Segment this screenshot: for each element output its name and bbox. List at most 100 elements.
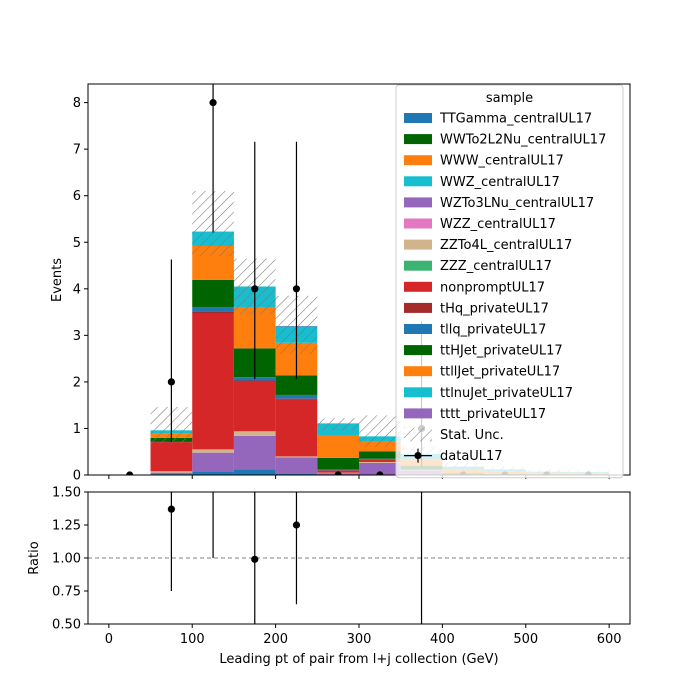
legend-swatch (404, 302, 432, 313)
legend-swatch (404, 324, 432, 334)
stack-bar (359, 458, 401, 460)
legend-entry-label: ttlnuJet_privateUL17 (440, 386, 573, 401)
legend-swatch (404, 387, 432, 398)
ratio-point (251, 555, 259, 563)
legend-swatch (404, 197, 432, 208)
legend-swatch (404, 260, 432, 271)
stack-bar (317, 457, 359, 470)
top-y-ticks: 0 1 2 3 4 5 6 7 8 (73, 96, 88, 484)
y-tick-label: 6 (73, 189, 81, 204)
y-tick-label: 0.50 (52, 618, 81, 633)
stack-bar (275, 457, 318, 474)
ratio-points (167, 492, 423, 624)
y-tick-label: 0 (73, 469, 81, 484)
bottom-x-ticks: 0 100 200 300 400 500 600 (105, 624, 622, 647)
legend-marker (414, 452, 422, 460)
y-tick-label: 4 (73, 282, 81, 297)
stat-unc-box (359, 415, 401, 448)
legend: sample TTGamma_centralUL17 WWTo2L2Nu_centr… (395, 84, 624, 479)
stack-bar (150, 442, 193, 472)
data-point (126, 471, 134, 475)
legend-entry-label: nonpromptUL17 (440, 280, 545, 295)
legend-swatch (404, 113, 432, 123)
stat-unc-box (317, 418, 359, 431)
data-point (251, 285, 259, 293)
legend-swatch (404, 345, 432, 356)
legend-entry-label: WWZ_centralUL17 (440, 175, 560, 190)
stack-bar (359, 459, 401, 462)
data-point (167, 378, 175, 386)
x-tick-label: 200 (263, 632, 288, 647)
legend-swatch (404, 281, 432, 292)
y-tick-label: 1.50 (52, 486, 81, 501)
legend-entry-label: WZTo3LNu_centralUL17 (440, 196, 594, 211)
legend-swatch-hatch (404, 427, 432, 442)
legend-entry-label: tttt_privateUL17 (440, 407, 546, 422)
stack-bar (233, 435, 276, 470)
y-tick-label: 3 (73, 329, 81, 344)
legend-entry-label: tllq_privateUL17 (440, 323, 546, 338)
legend-entry-label: ZZTo4L_centralUL17 (440, 238, 572, 253)
stack-bar (275, 473, 318, 475)
stack-bar (192, 279, 234, 307)
legend-entry-label: dataUL17 (440, 449, 503, 464)
data-point (334, 471, 342, 475)
stack-bar (192, 452, 234, 472)
x-tick-label: 300 (347, 632, 372, 647)
legend-entry-label: WWW_centralUL17 (440, 154, 564, 169)
stack-bar (192, 311, 234, 314)
ratio-point (167, 505, 175, 513)
stack-bar (359, 462, 401, 475)
legend-swatch (404, 366, 432, 377)
top-y-axis-label: Events (50, 258, 65, 302)
legend-entry-label: ttHJet_privateUL17 (440, 344, 563, 359)
stack-bar (275, 398, 318, 400)
legend-frame (395, 84, 624, 479)
stack-bar (275, 399, 318, 457)
legend-entry-label: WZZ_centralUL17 (440, 217, 556, 232)
ratio-point (292, 521, 301, 529)
bottom-y-ticks: 0.50 0.75 1.00 1.25 1.50 (52, 486, 88, 633)
stack-bar (150, 472, 193, 475)
y-tick-label: 2 (73, 375, 81, 390)
legend-entry-label: tHq_privateUL17 (440, 301, 549, 316)
stack-bar (233, 381, 276, 432)
stack-bar (359, 461, 401, 463)
legend-entry-label: ttllJet_privateUL17 (440, 365, 560, 380)
legend-swatch (404, 155, 432, 166)
legend-swatch (404, 176, 432, 187)
y-tick-label: 0.75 (52, 585, 81, 600)
x-tick-label: 400 (430, 632, 455, 647)
legend-swatch (404, 239, 432, 250)
legend-title: sample (486, 91, 533, 106)
y-tick-label: 1 (73, 422, 81, 437)
stack-bar (317, 435, 359, 458)
stack-bar (192, 313, 234, 450)
legend-swatch (404, 408, 432, 419)
data-point (376, 471, 384, 475)
y-tick-label: 1.00 (52, 552, 81, 567)
bottom-y-axis-label: Ratio (27, 541, 42, 574)
x-tick-label: 500 (513, 632, 538, 647)
data-point (292, 285, 301, 293)
legend-swatch (404, 134, 432, 145)
x-axis-label: Leading pt of pair from l+j collection (… (219, 652, 498, 667)
legend-entry-label: TTGamma_centralUL17 (439, 112, 592, 127)
stack-bar (275, 456, 318, 458)
y-tick-label: 5 (73, 236, 81, 251)
x-tick-label: 100 (180, 632, 205, 647)
stack-bar (192, 449, 234, 453)
legend-entry-label: WWTo2L2Nu_centralUL17 (440, 133, 606, 148)
legend-entry-label: ZZZ_centralUL17 (440, 259, 552, 274)
legend-entry-label: Stat. Unc. (440, 428, 504, 443)
y-tick-label: 8 (73, 96, 81, 111)
stack-bar (192, 306, 234, 312)
x-tick-label: 600 (597, 632, 622, 647)
y-tick-label: 7 (73, 143, 81, 158)
stack-bar (359, 451, 401, 459)
x-tick-label: 0 (105, 632, 113, 647)
stack-bar (233, 380, 276, 382)
stack-bar (192, 471, 234, 475)
stack-bar (275, 375, 318, 395)
